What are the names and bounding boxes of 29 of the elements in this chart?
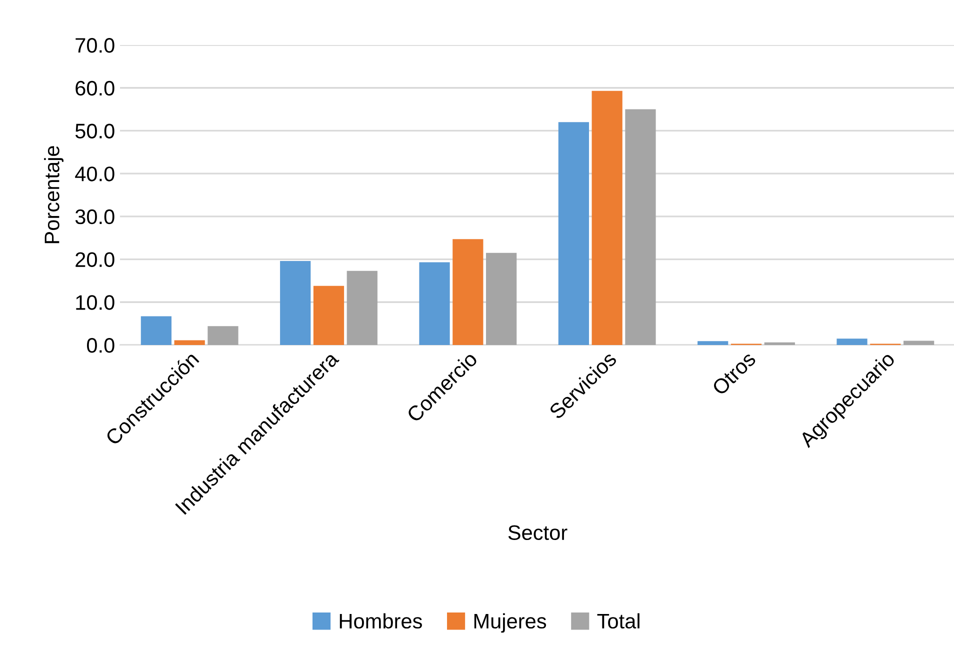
bar [764, 342, 795, 345]
bar [174, 340, 205, 345]
y-tick-label: 20.0 [76, 252, 114, 268]
y-tick-label: 10.0 [76, 295, 114, 310]
bar [452, 239, 484, 345]
y-tick-label: 0.0 [86, 338, 114, 353]
bar [419, 262, 450, 345]
bar [904, 340, 934, 345]
bar [280, 261, 311, 345]
bar [558, 122, 589, 345]
bar [698, 341, 728, 345]
y-tick-label: 30.0 [75, 209, 114, 224]
bar [140, 316, 172, 345]
bar [836, 338, 868, 345]
bar [486, 252, 517, 345]
bar [346, 270, 378, 345]
y-tick-label: 70.0 [76, 38, 114, 53]
legend-label: Hombres [340, 613, 422, 629]
y-axis-title: Porcentaje [44, 146, 64, 244]
y-tick-label: 60.0 [76, 80, 114, 96]
legend-label: Total [597, 613, 640, 629]
bar [592, 90, 622, 345]
bar [208, 326, 238, 345]
x-axis-title: Sector [508, 525, 568, 540]
legend-label: Mujeres [474, 613, 546, 633]
bar [313, 286, 344, 345]
bar [625, 109, 656, 345]
y-tick-label: 40.0 [75, 166, 114, 182]
y-tick-label: 50.0 [75, 124, 114, 138]
